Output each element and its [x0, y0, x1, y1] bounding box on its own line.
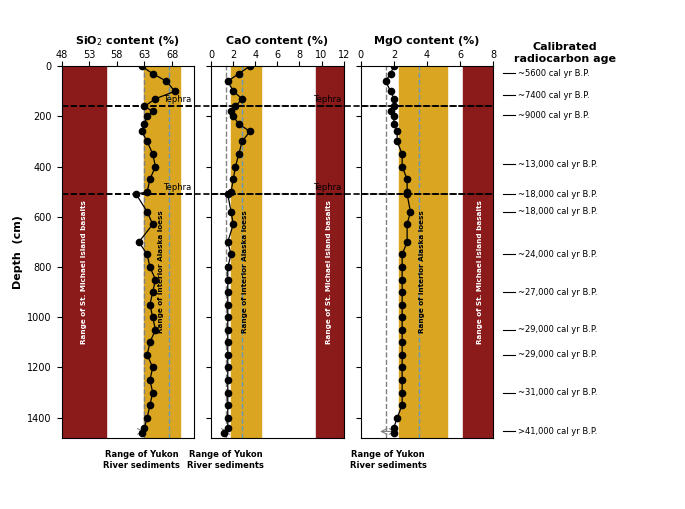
Title: MgO content (%): MgO content (%): [374, 36, 480, 46]
Text: Tephra: Tephra: [313, 183, 341, 192]
Text: ~27,000 cal yr B.P.: ~27,000 cal yr B.P.: [518, 288, 597, 297]
Text: ~18,000 cal yr B.P.: ~18,000 cal yr B.P.: [518, 190, 597, 199]
Text: Tephra: Tephra: [163, 183, 191, 192]
Text: Tephra: Tephra: [313, 95, 341, 104]
Text: Range of St. Michael Island basalts: Range of St. Michael Island basalts: [477, 200, 483, 344]
Text: Range of interior Alaska loess: Range of interior Alaska loess: [158, 211, 164, 333]
Y-axis label: Depth  (cm): Depth (cm): [13, 215, 23, 289]
Text: ~31,000 cal yr B.P.: ~31,000 cal yr B.P.: [518, 388, 597, 397]
Text: >41,000 cal yr B.P.: >41,000 cal yr B.P.: [518, 427, 597, 436]
Text: Calibrated
radiocarbon age: Calibrated radiocarbon age: [514, 42, 616, 64]
Text: ~29,000 cal yr B.P.: ~29,000 cal yr B.P.: [518, 325, 597, 334]
Text: Range of Yukon
River sediments: Range of Yukon River sediments: [187, 450, 264, 470]
Text: ~9000 cal yr B.P.: ~9000 cal yr B.P.: [518, 110, 589, 120]
Text: Range of Yukon
River sediments: Range of Yukon River sediments: [349, 450, 427, 470]
Bar: [316, 66, 344, 438]
Text: ~5600 cal yr B.P.: ~5600 cal yr B.P.: [518, 69, 590, 78]
Text: Range of Yukon
River sediments: Range of Yukon River sediments: [103, 450, 180, 470]
Text: ~18,000 cal yr B.P.: ~18,000 cal yr B.P.: [518, 207, 597, 216]
Bar: [62, 66, 105, 438]
Text: ~24,000 cal yr B.P.: ~24,000 cal yr B.P.: [518, 250, 597, 259]
Text: ~13,000 cal yr B.P.: ~13,000 cal yr B.P.: [518, 160, 597, 168]
Text: Tephra: Tephra: [163, 95, 191, 104]
Text: Range of St. Michael Island basalts: Range of St. Michael Island basalts: [81, 200, 87, 344]
Bar: [399, 66, 447, 438]
Title: CaO content (%): CaO content (%): [226, 36, 329, 46]
Text: Range of St. Michael Island basalts: Range of St. Michael Island basalts: [326, 200, 332, 344]
Bar: [463, 66, 493, 438]
Text: ~29,000 cal yr B.P.: ~29,000 cal yr B.P.: [518, 350, 597, 359]
Text: Range of interior Alaska loess: Range of interior Alaska loess: [419, 211, 425, 333]
Bar: [231, 66, 261, 438]
Bar: [145, 66, 180, 438]
Text: Range of interior Alaska loess: Range of interior Alaska loess: [242, 211, 249, 333]
Title: SiO$_2$ content (%): SiO$_2$ content (%): [75, 35, 180, 48]
Text: ~7400 cal yr B.P.: ~7400 cal yr B.P.: [518, 91, 590, 100]
